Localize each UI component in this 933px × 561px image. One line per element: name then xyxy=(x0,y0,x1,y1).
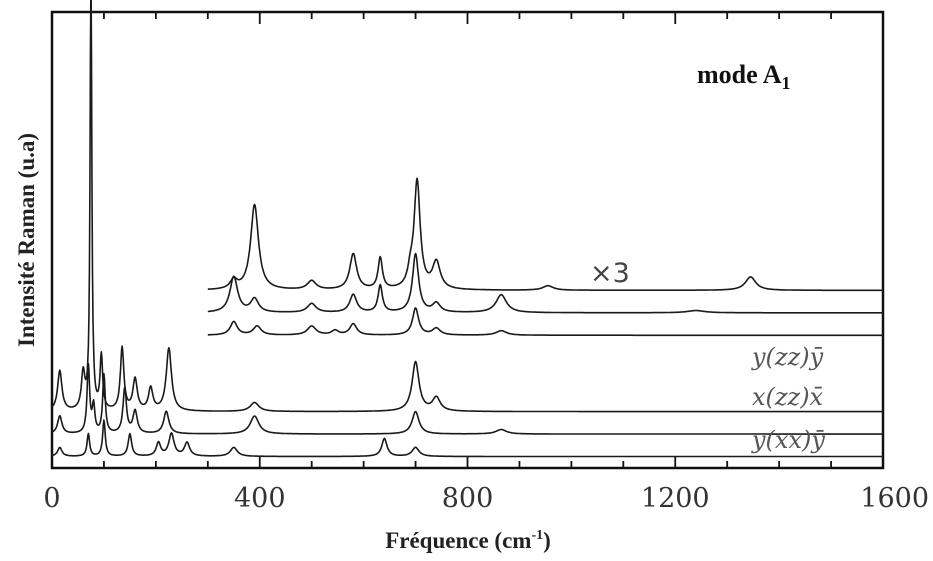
x-tick-label: 800 xyxy=(442,483,494,514)
config-label-y-zz-y: y(zz)ȳ xyxy=(751,343,824,371)
spectrum-line-2 xyxy=(207,252,884,314)
spectrum-line-4 xyxy=(51,0,884,413)
spectrum-line-1 xyxy=(207,177,884,292)
tick-marks xyxy=(51,12,884,468)
config-label-y-xx-y: y(xx)ȳ xyxy=(751,426,825,454)
x-tick-labels: 0 400 800 1200 1600 xyxy=(43,483,929,514)
y-axis-title: Intensité Raman (u.a) xyxy=(14,133,39,347)
mode-label: mode A1 xyxy=(697,60,791,93)
spectrum-line-6 xyxy=(51,419,884,458)
x-axis-title: Fréquence (cm-1) xyxy=(385,528,551,553)
spectrum-line-5 xyxy=(51,362,884,435)
config-label-x-zz-x: x(zz)x̄ xyxy=(752,383,824,411)
x-tick-label: 1600 xyxy=(860,483,929,514)
x-tick-label: 400 xyxy=(234,483,286,514)
spectra-series xyxy=(51,0,884,458)
x-tick-label: 0 xyxy=(43,483,60,514)
scale-factor-label: ×3 xyxy=(590,258,630,289)
spectrum-line-3 xyxy=(207,307,884,337)
x-tick-label: 1200 xyxy=(641,483,710,514)
